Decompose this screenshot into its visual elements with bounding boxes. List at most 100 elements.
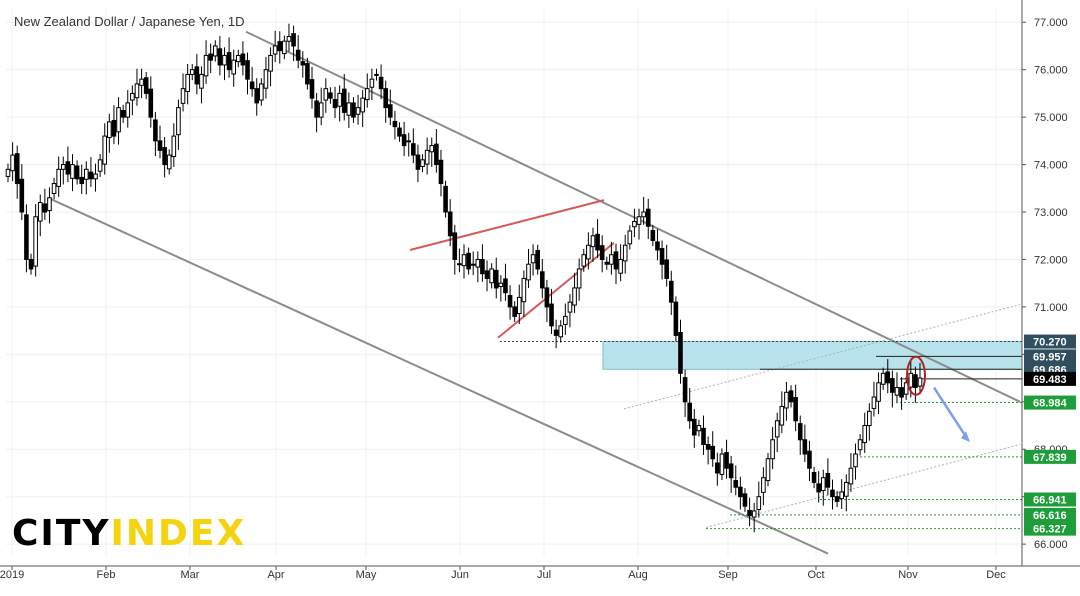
candle-body [443,185,448,213]
y-tick-label: 71.000 [1034,302,1068,314]
candle-body [318,102,324,118]
candle-body [70,164,75,179]
candle-body [761,477,766,493]
candle-body [572,287,577,306]
candle-body [595,233,600,251]
candle-body [65,161,71,175]
candle-body [489,268,494,284]
candle-body [807,450,812,469]
candle-body [56,168,61,187]
candle-body [74,165,80,180]
candle-body [913,374,918,389]
candle-body [153,119,158,142]
candle-body [484,270,490,279]
x-tick-label: Apr [267,569,284,581]
candle-body [130,92,135,101]
candle-body [180,88,186,104]
candle-body [24,214,29,260]
candle-body [171,135,177,158]
candle-body [116,107,121,133]
x-tick-label: May [356,569,377,581]
projection-arrow-head [961,431,970,443]
candle-body [19,178,25,213]
candle-body [710,445,716,460]
candle-body [770,439,775,460]
candle-body [784,391,789,409]
y-tick-label: 75.000 [1034,112,1068,124]
candle-body [314,100,319,118]
candle-body [609,254,614,265]
y-tick-label: 73.000 [1034,207,1068,219]
candle-body [590,235,596,248]
candle-body [553,329,559,336]
candle-body [47,197,52,212]
candle-body [291,33,296,47]
price-level-badge [1024,507,1076,522]
candle-body [134,83,140,99]
candle-body [839,491,844,500]
candle-body [5,168,11,177]
candle-body [369,78,375,88]
price-level-badge [1024,334,1076,349]
axes: 66.00067.00068.00069.00070.00071.00072.0… [0,0,1080,581]
price-level-label: 68.984 [1033,398,1068,410]
candle-body [613,251,619,270]
candle-body [885,371,891,384]
candle-body [512,306,517,317]
candle-body [374,73,379,76]
candle-body [415,154,421,170]
y-tick-label: 74.000 [1034,160,1068,172]
candle-body [779,406,785,426]
candle-body [567,301,573,313]
candle-body [576,268,582,289]
candle-body [111,119,117,137]
candle-body [742,493,748,507]
candle-body [811,471,817,483]
candle-body [705,444,711,450]
price-level-badge [1024,449,1076,464]
candle-body [641,211,646,218]
x-tick-label: Sep [718,569,738,581]
candle-body [323,88,329,101]
candle-body [300,61,306,66]
candle-body [360,97,365,113]
candle-body [263,69,269,89]
trend-lines [47,30,1021,555]
candle-body [199,73,204,89]
candle-body [692,418,697,436]
candle-body [650,230,656,241]
candle-body [286,35,292,42]
highlight-ellipse [906,355,926,396]
candle-body [185,73,190,93]
candle-body [434,143,439,166]
candle-body [857,439,863,451]
y-tick-label: 72.000 [1034,254,1068,266]
candle-body [788,390,794,403]
level-lines [500,341,1022,530]
candle-body [203,54,209,77]
candle-body [715,462,720,474]
x-tick-label: Oct [807,569,824,581]
channel-upper-line [245,30,1021,403]
candle-body [802,439,808,455]
candle-body [530,254,536,264]
candle-body [452,232,458,260]
candle-body [79,176,84,185]
candle-body [406,140,412,143]
candle-body [364,88,370,101]
candle-body [226,52,232,71]
candle-body [797,423,803,441]
resistance-zone-rect [602,341,1023,370]
price-level-label: 69.957 [1033,351,1067,363]
candle-body [751,510,757,518]
candle-body [632,221,637,228]
candle-body [355,107,361,115]
candle-body [853,453,858,468]
price-level-label: 67.839 [1033,452,1067,464]
candle-body [830,489,835,498]
candle-body [563,315,568,325]
candle-body [917,377,923,387]
candle-body [756,496,762,511]
candle-body [208,53,213,61]
